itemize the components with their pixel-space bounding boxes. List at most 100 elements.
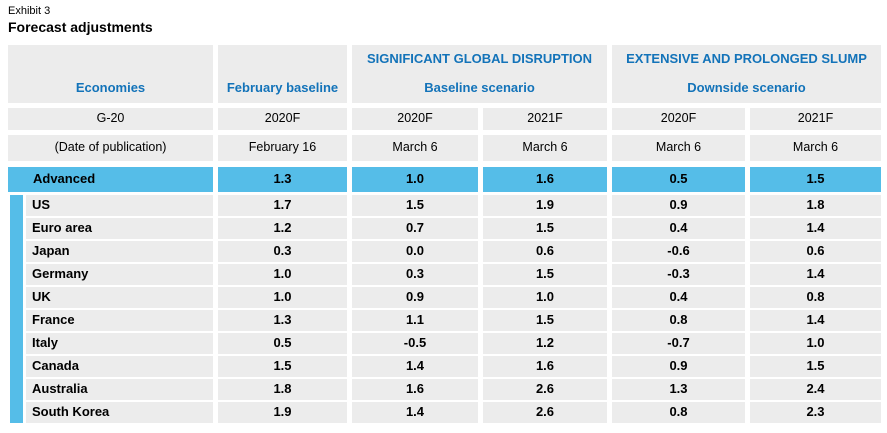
date-cell: March 6 [750,135,881,161]
period-cell: 2020F [612,108,745,130]
value-cell: 1.5 [483,264,607,285]
row-label: Germany [26,264,213,285]
date-of-publication-label: (Date of publication) [8,135,213,161]
value-cell: 1.2 [483,333,607,354]
g20-label: G-20 [8,108,213,130]
value-cell: 1.7 [218,195,347,216]
value-cell: 1.0 [218,287,347,308]
value-cell: 0.8 [612,402,745,423]
table-row-advanced: Advanced 1.3 1.0 1.6 0.5 1.5 [8,167,881,192]
value-cell: -0.5 [352,333,478,354]
date-cell: February 16 [218,135,347,161]
value-cell: 1.4 [352,402,478,423]
period-cell: 2020F [218,108,347,130]
period-cell: 2021F [750,108,881,130]
row-label: South Korea [26,402,213,423]
row-label: UK [26,287,213,308]
period-header-row: G-20 2020F 2020F 2021F 2020F 2021F [8,108,881,130]
value-cell: 1.6 [352,379,478,400]
value-cell: 1.4 [750,310,881,331]
value-cell: 0.0 [352,241,478,262]
value-cell: 2.6 [483,402,607,423]
value-cell: 1.0 [483,287,607,308]
value-cell: 0.6 [483,241,607,262]
value-cell: 1.0 [750,333,881,354]
table-header-row: Economies February baseline SIGNIFICANT … [8,45,881,103]
value-cell: 1.0 [218,264,347,285]
value-cell: 1.4 [750,264,881,285]
value-cell: 1.4 [352,356,478,377]
value-cell: 1.3 [612,379,745,400]
page-title: Forecast adjustments [8,19,153,35]
value-cell: 1.5 [483,218,607,239]
value-cell: -0.6 [612,241,745,262]
value-cell: 2.3 [750,402,881,423]
value-cell: 1.6 [483,167,607,192]
february-baseline-header: February baseline [218,45,347,103]
publication-date-row: (Date of publication) February 16 March … [8,135,881,161]
value-cell: 2.4 [750,379,881,400]
table-row-japan: Japan 0.3 0.0 0.6 -0.6 0.6 [8,241,881,262]
value-cell: 1.5 [352,195,478,216]
advanced-economies-bracket-bar [10,195,23,423]
value-cell: 0.5 [218,333,347,354]
table-row-south-korea: South Korea 1.9 1.4 2.6 0.8 2.3 [8,402,881,423]
value-cell: 1.8 [750,195,881,216]
table-row-canada: Canada 1.5 1.4 1.6 0.9 1.5 [8,356,881,377]
value-cell: 1.0 [352,167,478,192]
value-cell: 1.2 [218,218,347,239]
table-row-france: France 1.3 1.1 1.5 0.8 1.4 [8,310,881,331]
row-label: Euro area [26,218,213,239]
row-label: Advanced [8,167,213,192]
value-cell: 0.7 [352,218,478,239]
value-cell: 1.3 [218,167,347,192]
date-cell: March 6 [352,135,478,161]
row-label: Australia [26,379,213,400]
value-cell: 0.3 [218,241,347,262]
value-cell: 1.8 [218,379,347,400]
period-cell: 2021F [483,108,607,130]
value-cell: 0.4 [612,287,745,308]
value-cell: 1.5 [218,356,347,377]
row-label: Japan [26,241,213,262]
table-row-italy: Italy 0.5 -0.5 1.2 -0.7 1.0 [8,333,881,354]
value-cell: 0.5 [612,167,745,192]
downside-scenario-group-header: EXTENSIVE AND PROLONGED SLUMP Downside s… [612,45,881,103]
value-cell: 1.9 [483,195,607,216]
value-cell: 1.5 [750,167,881,192]
value-cell: 0.8 [612,310,745,331]
value-cell: 1.5 [483,310,607,331]
economies-header: Economies [8,45,213,103]
value-cell: 0.8 [750,287,881,308]
forecast-table: Economies February baseline SIGNIFICANT … [8,45,881,425]
value-cell: 0.9 [612,356,745,377]
group2-subtitle: Downside scenario [687,79,806,95]
value-cell: -0.7 [612,333,745,354]
value-cell: -0.3 [612,264,745,285]
value-cell: 2.6 [483,379,607,400]
value-cell: 1.4 [750,218,881,239]
value-cell: 0.9 [612,195,745,216]
table-row-uk: UK 1.0 0.9 1.0 0.4 0.8 [8,287,881,308]
value-cell: 0.9 [352,287,478,308]
group2-title: EXTENSIVE AND PROLONGED SLUMP [626,51,867,66]
row-label: US [26,195,213,216]
value-cell: 1.3 [218,310,347,331]
value-cell: 1.5 [750,356,881,377]
exhibit-label: Exhibit 3 [8,5,51,17]
row-label: France [26,310,213,331]
group1-title: SIGNIFICANT GLOBAL DISRUPTION [366,51,593,66]
value-cell: 0.3 [352,264,478,285]
group1-subtitle: Baseline scenario [424,79,535,95]
value-cell: 1.6 [483,356,607,377]
date-cell: March 6 [483,135,607,161]
value-cell: 1.9 [218,402,347,423]
date-cell: March 6 [612,135,745,161]
table-row-euro-area: Euro area 1.2 0.7 1.5 0.4 1.4 [8,218,881,239]
row-label: Italy [26,333,213,354]
value-cell: 0.6 [750,241,881,262]
table-row-us: US 1.7 1.5 1.9 0.9 1.8 [8,195,881,216]
value-cell: 0.4 [612,218,745,239]
row-label: Canada [26,356,213,377]
